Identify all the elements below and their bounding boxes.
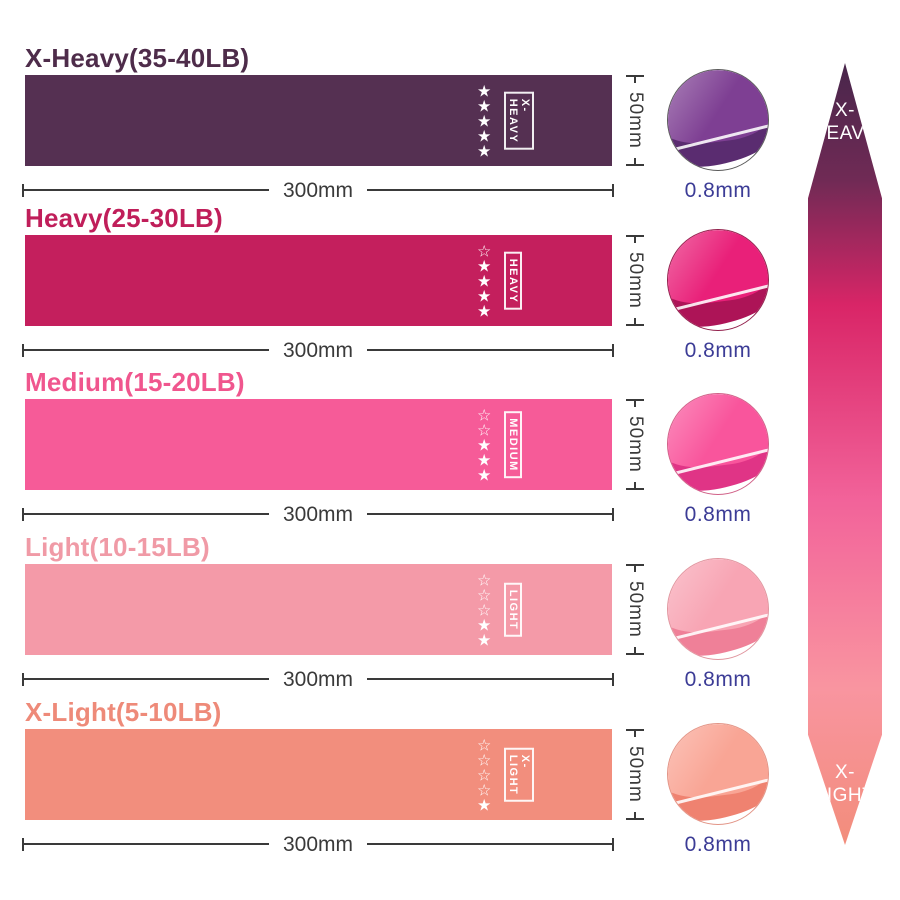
dimension-line: [367, 678, 612, 680]
thickness-photo: [667, 229, 769, 331]
star-rating-icon: ☆ ☆ ★ ★ ★: [477, 405, 492, 484]
band-name-tag: X-LIGHT: [504, 747, 534, 802]
row-title: Light(10-15LB): [25, 532, 210, 562]
dimension-tick-right: [612, 837, 614, 851]
dimension-tick-right: [612, 183, 614, 197]
band-name-tag: X-HEAVY: [504, 91, 534, 150]
dimension-tick-bottom: [626, 482, 644, 490]
band-swatch: ☆ ☆ ☆ ☆ ★ X-LIGHT: [25, 729, 612, 820]
thickness-label: 0.8mm: [684, 668, 752, 691]
band-name-tag: MEDIUM: [504, 410, 522, 479]
row-title: X-Light(5-10LB): [25, 697, 222, 727]
dimension-tick-top: [626, 235, 644, 243]
row-title: X-Heavy(35-40LB): [25, 43, 250, 73]
dimension-tick-top: [626, 399, 644, 407]
width-label: 300mm: [282, 338, 354, 362]
band-swatch: ☆ ☆ ★ ★ ★ MEDIUM: [25, 399, 612, 490]
dimension-tick-bottom: [626, 158, 644, 166]
dimension-tick-bottom: [626, 812, 644, 820]
dimension-tick-top: [626, 729, 644, 737]
width-dimension: 300mm: [22, 338, 614, 362]
dimension-line: [24, 843, 269, 845]
width-dimension: 300mm: [22, 502, 614, 526]
dimension-tick-left: [22, 507, 24, 521]
height-label: 50mm: [625, 416, 646, 473]
dimension-tick-left: [22, 672, 24, 686]
arrow-label-x-heavy: X- HEAVY: [812, 100, 878, 144]
dimension-tick-bottom: [626, 647, 644, 655]
thickness-label: 0.8mm: [684, 503, 752, 526]
dimension-tick-top: [626, 564, 644, 572]
product-row-medium: Medium(15-20LB) ☆ ☆ ★ ★ ★ MEDIUM 50mm 30…: [0, 367, 800, 527]
height-dimension: 50mm: [620, 729, 650, 820]
height-label: 50mm: [625, 581, 646, 638]
dimension-tick-right: [612, 507, 614, 521]
product-row-x-light: X-Light(5-10LB) ☆ ☆ ☆ ☆ ★ X-LIGHT 50mm 3…: [0, 697, 800, 857]
width-label: 300mm: [282, 178, 354, 202]
height-label: 50mm: [625, 746, 646, 803]
width-dimension: 300mm: [22, 832, 614, 856]
dimension-line: [24, 189, 269, 191]
dimension-line: [367, 513, 612, 515]
band-swatch: ★ ★ ★ ★ ★ X-HEAVY: [25, 75, 612, 166]
product-row-light: Light(10-15LB) ☆ ☆ ☆ ★ ★ LIGHT 50mm 300m…: [0, 532, 800, 692]
thickness-photo: [667, 69, 769, 171]
height-dimension: 50mm: [620, 75, 650, 166]
height-dimension: 50mm: [620, 399, 650, 490]
row-title: Medium(15-20LB): [25, 367, 245, 397]
dimension-tick-left: [22, 183, 24, 197]
dimension-tick-right: [612, 343, 614, 357]
thickness-label: 0.8mm: [684, 339, 752, 362]
height-dimension: 50mm: [620, 564, 650, 655]
band-name-tag: LIGHT: [504, 582, 522, 637]
band-name-tag: HEAVY: [504, 251, 522, 310]
dimension-tick-bottom: [626, 318, 644, 326]
star-rating-icon: ☆ ☆ ☆ ☆ ★: [477, 735, 492, 814]
resistance-scale-arrow: X- HEAVY X- LIGHT: [808, 63, 882, 845]
width-dimension: 300mm: [22, 667, 614, 691]
star-rating-icon: ★ ★ ★ ★ ★: [477, 81, 492, 160]
width-label: 300mm: [282, 502, 354, 526]
arrow-label-x-light: X- LIGHT: [815, 762, 875, 806]
product-row-x-heavy: X-Heavy(35-40LB) ★ ★ ★ ★ ★ X-HEAVY 50mm …: [0, 43, 800, 203]
thickness-label: 0.8mm: [684, 833, 752, 856]
row-title: Heavy(25-30LB): [25, 203, 223, 233]
star-rating-icon: ☆ ☆ ☆ ★ ★: [477, 570, 492, 649]
dimension-tick-left: [22, 837, 24, 851]
dimension-tick-left: [22, 343, 24, 357]
product-row-heavy: Heavy(25-30LB) ☆ ★ ★ ★ ★ HEAVY 50mm 300m…: [0, 203, 800, 363]
height-label: 50mm: [625, 92, 646, 149]
band-swatch: ☆ ★ ★ ★ ★ HEAVY: [25, 235, 612, 326]
dimension-line: [24, 678, 269, 680]
height-dimension: 50mm: [620, 235, 650, 326]
thickness-label: 0.8mm: [684, 179, 752, 202]
dimension-tick-right: [612, 672, 614, 686]
band-swatch: ☆ ☆ ☆ ★ ★ LIGHT: [25, 564, 612, 655]
dimension-line: [367, 843, 612, 845]
width-dimension: 300mm: [22, 178, 614, 202]
dimension-line: [24, 513, 269, 515]
dimension-line: [24, 349, 269, 351]
dimension-line: [367, 349, 612, 351]
dimension-tick-top: [626, 75, 644, 83]
width-label: 300mm: [282, 832, 354, 856]
star-rating-icon: ☆ ★ ★ ★ ★: [477, 241, 492, 320]
height-label: 50mm: [625, 252, 646, 309]
thickness-photo: [667, 393, 769, 495]
thickness-photo: [667, 558, 769, 660]
thickness-photo: [667, 723, 769, 825]
dimension-line: [367, 189, 612, 191]
width-label: 300mm: [282, 667, 354, 691]
